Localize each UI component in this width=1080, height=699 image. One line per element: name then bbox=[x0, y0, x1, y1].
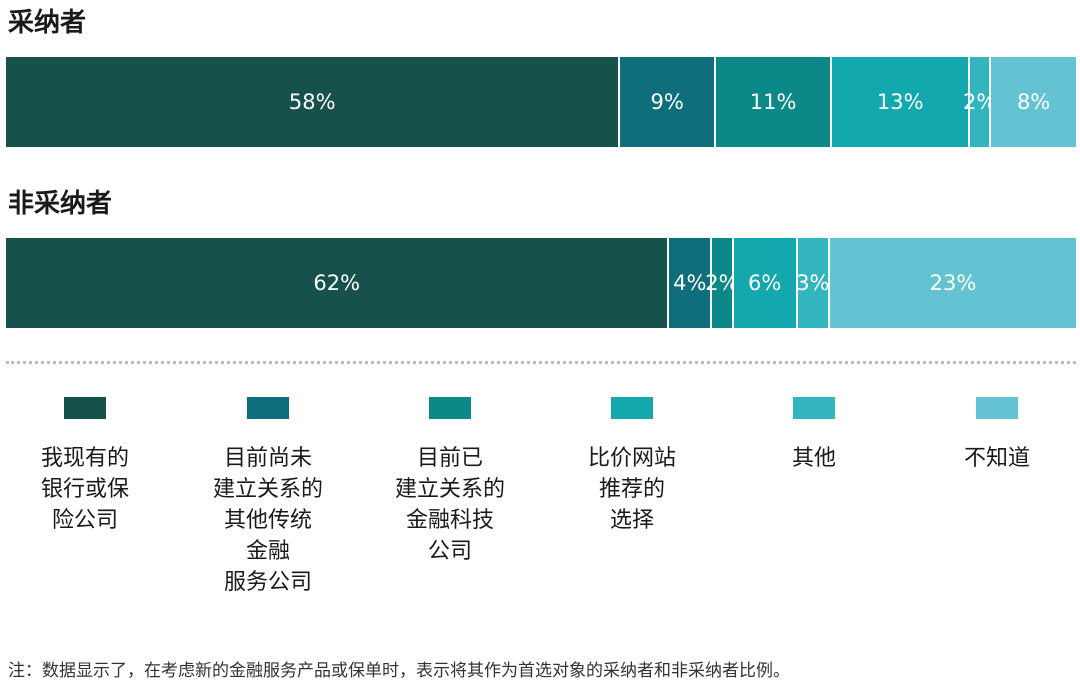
legend-swatch bbox=[247, 397, 289, 419]
legend-item: 目前已 建立关系的 金融科技 公司 bbox=[370, 397, 530, 567]
data-label: 8% bbox=[1016, 90, 1051, 114]
dotted-divider bbox=[6, 361, 1076, 364]
data-label: 2% bbox=[962, 90, 997, 114]
legend-item: 其他 bbox=[734, 397, 894, 474]
legend-label: 不知道 bbox=[963, 446, 1030, 471]
bar-segment: 6% bbox=[733, 238, 798, 328]
data-label: 6% bbox=[748, 271, 782, 295]
data-label: 11% bbox=[749, 90, 797, 114]
legend-item: 我现有的 银行或保 险公司 bbox=[5, 397, 165, 536]
legend-label: 目前已 建立关系的 金融科技 公司 bbox=[394, 446, 505, 564]
legend-swatch bbox=[64, 397, 106, 419]
legend-item: 比价网站 推荐的 选择 bbox=[552, 397, 712, 536]
legend-label: 其他 bbox=[791, 446, 836, 471]
legend-swatch bbox=[611, 397, 653, 419]
legend-label: 目前尚未 建立关系的 其他传统 金融 服务公司 bbox=[212, 446, 323, 595]
legend-item: 目前尚未 建立关系的 其他传统 金融 服务公司 bbox=[188, 397, 348, 598]
data-label: 4% bbox=[673, 271, 707, 295]
bar-segment: 13% bbox=[832, 57, 971, 147]
bar-segment: 58% bbox=[6, 57, 621, 147]
adopters-bar: 58% 9% 11% 13% 2% 8% bbox=[6, 57, 1076, 147]
bar-segment: 9% bbox=[620, 57, 716, 147]
footnote: 注：数据显示了，在考虑新的金融服务产品或保单时，表示将其作为首选对象的采纳者和非… bbox=[8, 661, 790, 681]
data-label: 2% bbox=[705, 271, 739, 295]
bar-segment: 11% bbox=[715, 57, 833, 147]
legend-label: 比价网站 推荐的 选择 bbox=[587, 446, 676, 533]
data-label: 23% bbox=[929, 271, 977, 295]
legend-swatch bbox=[429, 397, 471, 419]
bar-segment: 62% bbox=[6, 238, 670, 328]
non-adopters-bar: 62% 4% 2% 6% 3% 23% bbox=[6, 238, 1076, 328]
adopters-title: 采纳者 bbox=[8, 8, 87, 38]
bar-segment: 8% bbox=[991, 57, 1076, 147]
legend-label: 我现有的 银行或保 险公司 bbox=[40, 446, 129, 533]
bar-segment: 3% bbox=[796, 238, 830, 328]
non-adopters-title: 非采纳者 bbox=[8, 189, 113, 219]
bar-segment: 23% bbox=[829, 238, 1076, 328]
legend-swatch bbox=[793, 397, 835, 419]
data-label: 62% bbox=[313, 271, 361, 295]
data-label: 58% bbox=[288, 90, 336, 114]
bar-segment: 2% bbox=[705, 238, 739, 328]
legend-swatch bbox=[976, 397, 1018, 419]
data-label: 13% bbox=[876, 90, 924, 114]
data-label: 9% bbox=[650, 90, 684, 114]
bar-segment: 2% bbox=[963, 57, 996, 147]
legend-item: 不知道 bbox=[917, 397, 1077, 474]
data-label: 3% bbox=[796, 271, 830, 295]
bar-segment: 4% bbox=[669, 238, 713, 328]
